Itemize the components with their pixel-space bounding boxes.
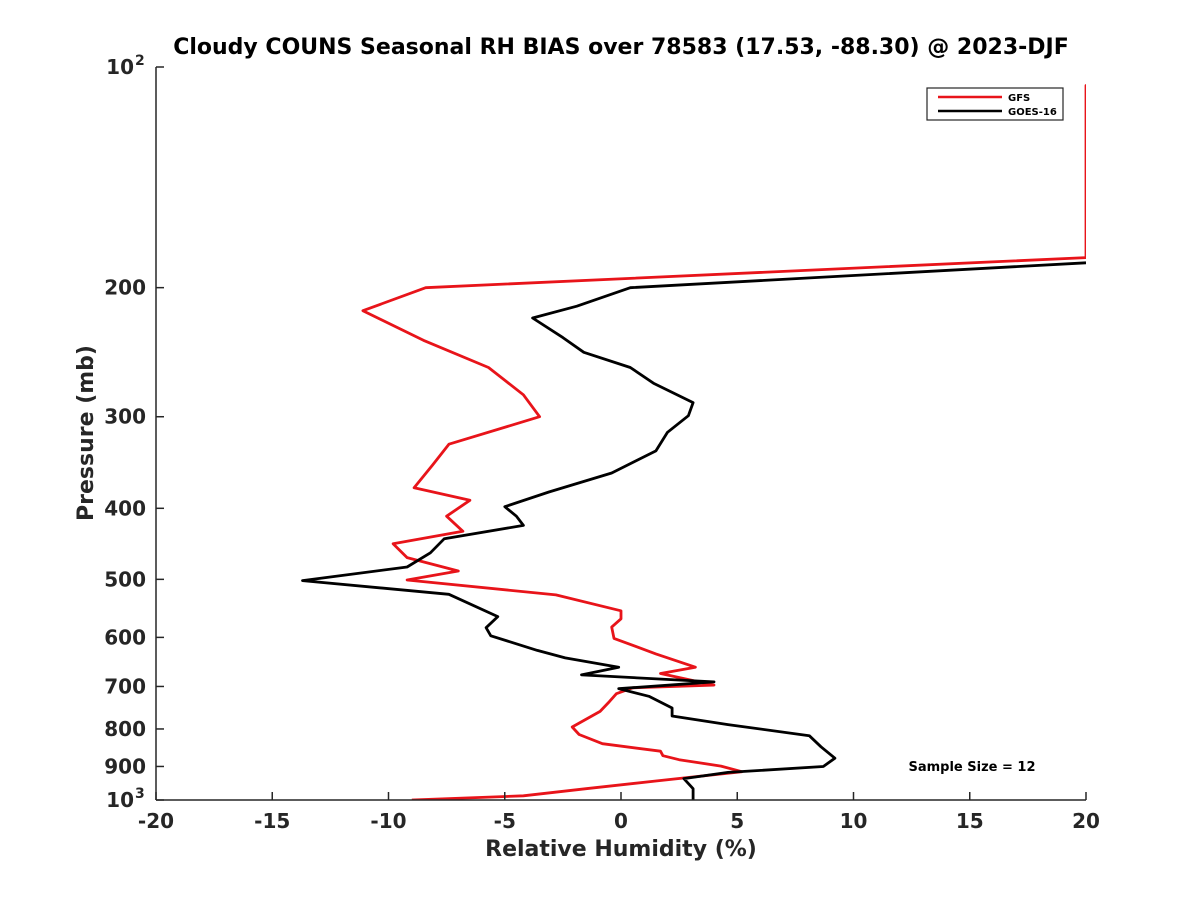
legend: GFS GOES-16 <box>926 87 1064 121</box>
y-tick-exponent: 3 <box>135 786 145 802</box>
x-tick-label: 20 <box>1072 809 1100 833</box>
legend-box <box>926 87 1064 121</box>
x-tick-label: -20 <box>138 809 174 833</box>
x-tick-label: 0 <box>614 809 628 833</box>
y-tick-label: 200 <box>104 276 146 300</box>
x-axis-label: Relative Humidity (%) <box>485 837 757 862</box>
sample-size-note: Sample Size = 12 <box>908 760 1035 775</box>
x-tick-label: 10 <box>840 809 868 833</box>
x-tick-label: 15 <box>956 809 984 833</box>
y-tick-label: 10 <box>106 55 134 79</box>
x-ticks: -20 -15 -10 -5 0 5 10 15 20 <box>138 792 1100 833</box>
x-tick-label: 5 <box>730 809 744 833</box>
y-tick-label: 500 <box>104 567 146 591</box>
series-line-gfs <box>361 84 1086 800</box>
y-tick-label: 10 <box>106 788 134 812</box>
y-tick-label: 400 <box>104 496 146 520</box>
x-tick-label: -5 <box>494 809 516 833</box>
y-tick-label: 700 <box>104 674 146 698</box>
series-layer <box>301 84 1086 800</box>
legend-label-goes-16: GOES-16 <box>1008 107 1057 118</box>
y-tick-label: 600 <box>104 625 146 649</box>
y-tick-label: 900 <box>104 754 146 778</box>
legend-label-gfs: GFS <box>1008 93 1030 104</box>
y-axis-label: Pressure (mb) <box>74 345 99 521</box>
x-tick-label: -10 <box>370 809 406 833</box>
y-tick-label: 300 <box>104 405 146 429</box>
y-tick-label: 800 <box>104 717 146 741</box>
x-tick-label: -15 <box>254 809 290 833</box>
chart-title: Cloudy COUNS Seasonal RH BIAS over 78583… <box>173 35 1069 60</box>
y-tick-exponent: 2 <box>135 53 145 69</box>
series-line-goes-16 <box>301 261 1086 800</box>
